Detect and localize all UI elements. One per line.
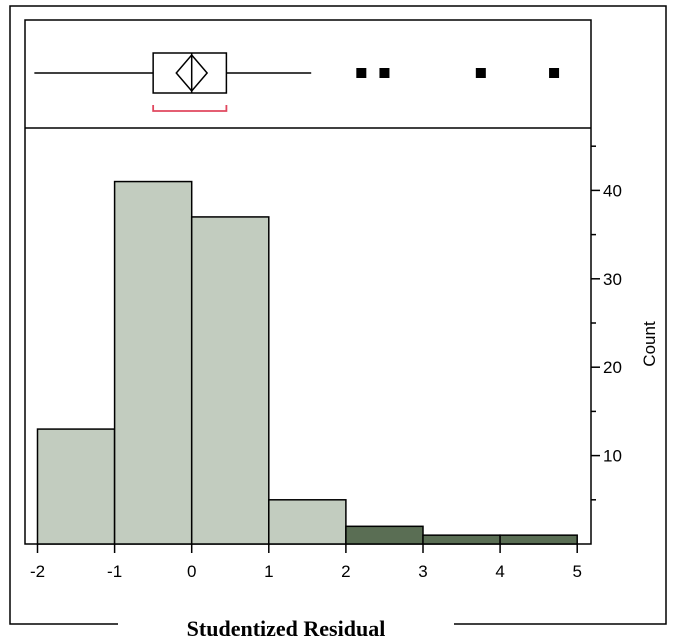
shortest-half-bracket — [152, 105, 228, 112]
y-axis: 10 20 30 40 — [591, 145, 622, 501]
histogram-bar — [268, 499, 347, 545]
histogram-bar — [422, 534, 501, 545]
outlier-point — [549, 68, 560, 78]
y-tick-label: 40 — [603, 181, 622, 200]
x-tick-label: 2 — [341, 562, 350, 581]
x-tick-label: -1 — [107, 562, 122, 581]
y-tick-label: 10 — [603, 447, 622, 466]
histogram-bar — [113, 180, 193, 545]
box-plot — [34, 52, 560, 112]
y-tick-label: 30 — [603, 270, 622, 289]
histogram-bar — [499, 534, 578, 545]
quartile-box — [152, 52, 228, 94]
x-tick-label: 0 — [187, 562, 196, 581]
x-axis: -2 -1 0 1 2 3 4 5 — [30, 544, 582, 581]
x-tick-label: -2 — [30, 562, 45, 581]
histogram-bars — [36, 180, 578, 545]
outlier-point — [475, 68, 486, 78]
histogram-bar — [345, 525, 424, 545]
x-tick-label: 1 — [264, 562, 273, 581]
x-tick-label: 4 — [495, 562, 504, 581]
title-gap — [118, 610, 454, 640]
x-tick-label: 3 — [418, 562, 427, 581]
y-axis-title: Count — [640, 321, 659, 367]
outlier-point — [356, 68, 367, 78]
outlier-point — [379, 68, 390, 78]
y-tick-label: 20 — [603, 358, 622, 377]
histogram-bar — [36, 428, 116, 545]
x-axis-title: Studentized Residual — [187, 616, 386, 641]
histogram-bar — [190, 216, 270, 545]
mean-diamond — [175, 53, 209, 93]
x-tick-label: 5 — [572, 562, 581, 581]
